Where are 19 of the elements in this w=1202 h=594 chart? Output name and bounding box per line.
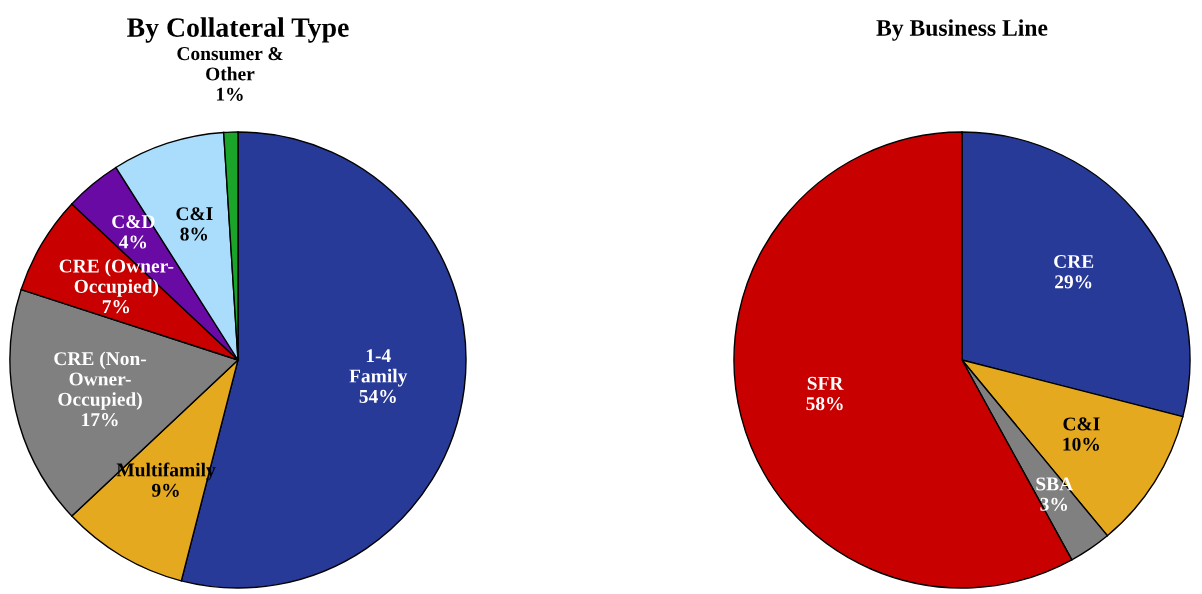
slice-label: C&I	[176, 207, 213, 221]
slice-label: C&I	[1063, 417, 1100, 431]
slice-label: CRE	[1054, 254, 1094, 269]
data-label: 17%	[82, 413, 118, 427]
slice-label: CRE (Non- Owner- Occupied)	[54, 351, 147, 410]
chart-title: By Collateral Type	[127, 17, 349, 43]
slice-label: Consumer & Other	[177, 47, 283, 81]
slice-label: 1-4 Family	[349, 349, 408, 387]
data-label: 58%	[806, 397, 843, 411]
slice-label: SFR	[807, 376, 844, 390]
data-label: 54%	[359, 389, 396, 404]
data-label: 4%	[119, 235, 147, 249]
data-label: 1%	[216, 87, 243, 101]
data-label: 10%	[1063, 437, 1099, 451]
data-label: 9%	[151, 483, 179, 497]
data-label: 7%	[102, 300, 130, 314]
data-label: 8%	[180, 227, 208, 241]
chart-title: By Business Line	[876, 19, 1048, 41]
data-label: 29%	[1055, 275, 1092, 289]
